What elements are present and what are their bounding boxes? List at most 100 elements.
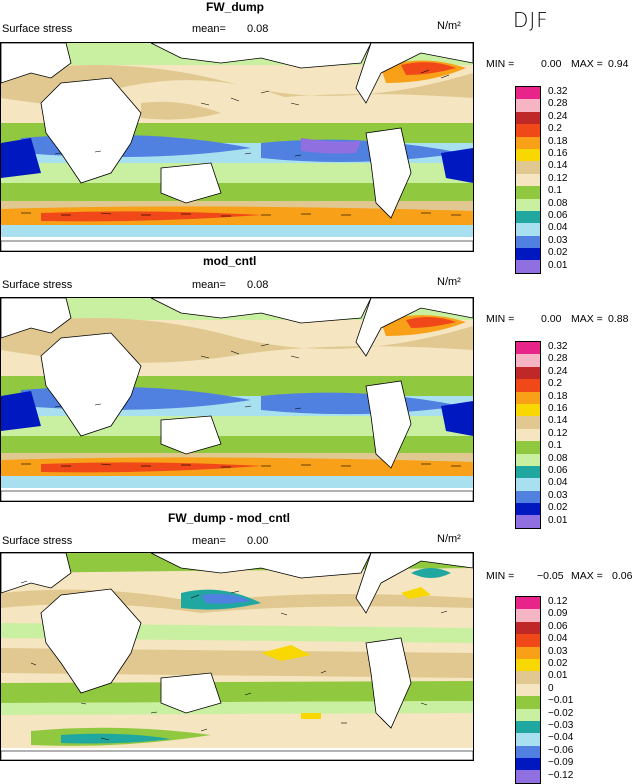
panel2-legend-swatch: [516, 441, 540, 454]
panel3-legend-swatch: [516, 646, 540, 659]
panel2-legend-swatch: [516, 391, 540, 404]
legend-label: 0.2: [548, 123, 562, 135]
panel3-legend-swatch: [516, 696, 540, 709]
panel1-min-label: MIN =: [486, 58, 515, 70]
panel1-title: FW_dump: [206, 0, 264, 14]
legend-label: 0.24: [548, 110, 568, 122]
panel2-field-label: Surface stress: [2, 279, 73, 291]
panel3-mean-label: mean=: [192, 535, 226, 547]
legend-label: 0.16: [548, 148, 568, 159]
panel2-legend-swatch: [516, 478, 540, 491]
legend-label: −0.12: [548, 769, 574, 781]
panel3-title: FW_dump - mod_cntl: [168, 511, 290, 525]
panel1-max-label: MAX =: [571, 58, 603, 70]
panel1-legend-swatch: [516, 210, 540, 224]
panel3-map: [0, 552, 474, 761]
panel1-map-svg: [1, 43, 473, 251]
panel1-legend-swatch: [516, 198, 540, 211]
panel2-legend-swatch: [516, 490, 540, 504]
panel1-legend-swatch: [516, 161, 540, 174]
panel2-legend-swatch: [516, 503, 540, 516]
legend-label: −0.01: [548, 695, 574, 707]
panel3-legend-swatch: [516, 597, 540, 610]
panel1-legend-swatch: [516, 136, 540, 149]
legend-label: 0.14: [548, 415, 568, 427]
legend-label: 0.18: [548, 135, 568, 147]
legend-label: 0.02: [548, 502, 568, 514]
legend-label: 0.08: [548, 197, 568, 209]
panel2-mean-label: mean=: [192, 279, 226, 291]
panel1-min-value: 0.00: [541, 58, 562, 70]
legend-label: 0.32: [548, 341, 568, 352]
legend-label: 0.06: [548, 620, 568, 632]
legend-label: 0.08: [548, 452, 568, 464]
legend-label: 0.28: [548, 353, 568, 365]
legend-label: 0.12: [548, 596, 568, 607]
panel3-min-value: −0.05: [537, 570, 564, 582]
legend-label: −0.06: [548, 744, 574, 756]
panel3-legend-swatch: [516, 683, 540, 697]
panel2-legend-swatch: [516, 453, 540, 466]
legend-label: 0.04: [548, 477, 568, 489]
panel1-legend-swatch: [516, 87, 540, 100]
legend-label: 0.06: [548, 210, 568, 221]
legend-label: 0.12: [548, 172, 568, 184]
legend-label: 0.02: [548, 658, 568, 669]
panel2-legend-swatch: [516, 416, 540, 429]
panel2-max-value: 0.88: [608, 313, 629, 325]
panel2-legend-swatch: [516, 465, 540, 479]
panel1-legend: [515, 86, 541, 274]
panel2-legend-swatch: [516, 342, 540, 355]
panel2-legend-swatch: [516, 403, 540, 417]
panel2-map: [0, 297, 474, 502]
panel3-unit: N/m²: [437, 533, 461, 545]
legend-label: −0.09: [548, 757, 574, 769]
panel3-legend-swatch: [516, 758, 540, 771]
panel2-min-label: MIN =: [486, 313, 515, 325]
panel1-legend-swatch: [516, 186, 540, 199]
panel3-legend-swatch: [516, 621, 540, 635]
panel2-unit: N/m²: [437, 276, 461, 288]
panel1-field-label: Surface stress: [2, 23, 73, 35]
panel1-legend-swatch: [516, 248, 540, 261]
legend-label: 0.04: [548, 633, 568, 645]
panel3-max-value: 0.06: [612, 570, 633, 582]
legend-label: −0.02: [548, 707, 574, 719]
panel3-legend-swatch: [516, 708, 540, 721]
panel3-map-svg: [1, 553, 473, 760]
panel1-legend-swatch: [516, 148, 540, 162]
legend-label: 0.02: [548, 247, 568, 259]
panel1-legend-swatch: [516, 223, 540, 236]
panel3-mean-value: 0.00: [247, 535, 269, 547]
panel2-min-value: 0.00: [541, 313, 562, 325]
panel1-unit: N/m²: [437, 20, 461, 32]
panel3-legend: [515, 596, 541, 784]
panel2-map-svg: [1, 298, 473, 501]
panel1-legend-swatch: [516, 235, 540, 249]
legend-label: 0.04: [548, 222, 568, 234]
panel3-legend-swatch: [516, 658, 540, 672]
panel2-max-label: MAX =: [571, 313, 603, 325]
legend-label: 0: [548, 682, 554, 694]
panel2-legend: [515, 341, 541, 529]
legend-label: −0.03: [548, 720, 574, 731]
panel1-legend-swatch: [516, 260, 540, 273]
panel2-legend-swatch: [516, 428, 540, 442]
legend-label: 0.03: [548, 645, 568, 657]
legend-label: 0.01: [548, 259, 568, 271]
panel3-legend-swatch: [516, 720, 540, 734]
legend-label: 0.16: [548, 403, 568, 414]
panel2-title: mod_cntl: [203, 254, 257, 268]
panel3-field-label: Surface stress: [2, 535, 73, 547]
legend-label: 0.28: [548, 98, 568, 110]
panel2-legend-swatch: [516, 379, 540, 392]
panel1-mean-value: 0.08: [247, 23, 269, 35]
legend-label: 0.06: [548, 465, 568, 476]
panel1-legend-labels: 0.32 0.28 0.24 0.2 0.18 0.16 0.14 0.12 0…: [548, 86, 588, 274]
season-label: DJF: [513, 8, 549, 32]
panel3-max-label: MAX =: [571, 570, 603, 582]
legend-label: 0.12: [548, 427, 568, 439]
legend-label: 0.01: [548, 514, 568, 526]
panel3-legend-swatch: [516, 671, 540, 684]
legend-label: 0.14: [548, 160, 568, 172]
